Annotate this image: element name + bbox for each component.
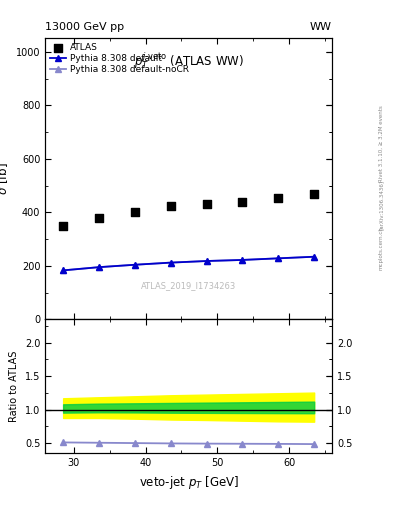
ATLAS <box>132 208 138 217</box>
Pythia 8.308 default-noCR <box>276 255 281 262</box>
Text: [arXiv:1306.3436]: [arXiv:1306.3436] <box>379 180 384 230</box>
ATLAS <box>311 189 317 198</box>
Legend: ATLAS, Pythia 8.308 default, Pythia 8.308 default-noCR: ATLAS, Pythia 8.308 default, Pythia 8.30… <box>48 41 190 76</box>
Pythia 8.308 default <box>168 260 173 266</box>
Pythia 8.308 default <box>204 258 209 264</box>
Y-axis label: Ratio to ATLAS: Ratio to ATLAS <box>9 351 19 422</box>
Text: Rivet 3.1.10, ≥ 3.2M events: Rivet 3.1.10, ≥ 3.2M events <box>379 105 384 182</box>
Pythia 8.308 default <box>132 262 137 268</box>
ATLAS <box>204 200 210 208</box>
Pythia 8.308 default <box>97 264 101 270</box>
ATLAS <box>96 215 102 223</box>
Pythia 8.308 default-noCR <box>240 257 245 263</box>
Line: Pythia 8.308 default: Pythia 8.308 default <box>61 254 317 273</box>
ATLAS <box>275 195 281 203</box>
Text: ATLAS_2019_I1734263: ATLAS_2019_I1734263 <box>141 281 236 290</box>
ATLAS <box>167 202 174 210</box>
Pythia 8.308 default-noCR <box>97 264 101 270</box>
Text: $p_T^{j\text{-veto}}$ (ATLAS WW): $p_T^{j\text{-veto}}$ (ATLAS WW) <box>134 50 244 71</box>
Pythia 8.308 default <box>61 267 66 273</box>
ATLAS <box>60 222 66 230</box>
Text: 13000 GeV pp: 13000 GeV pp <box>45 22 124 32</box>
Text: mcplots.cern.ch: mcplots.cern.ch <box>379 226 384 270</box>
X-axis label: veto-jet $p_T$ [GeV]: veto-jet $p_T$ [GeV] <box>139 474 239 490</box>
Pythia 8.308 default <box>240 257 245 263</box>
Pythia 8.308 default-noCR <box>61 267 66 273</box>
Y-axis label: $\sigma$ [fb]: $\sigma$ [fb] <box>0 162 10 196</box>
Pythia 8.308 default-noCR <box>132 262 137 268</box>
Line: Pythia 8.308 default-noCR: Pythia 8.308 default-noCR <box>61 254 317 273</box>
Pythia 8.308 default-noCR <box>312 253 316 260</box>
Pythia 8.308 default-noCR <box>204 258 209 264</box>
Text: WW: WW <box>310 22 332 32</box>
ATLAS <box>239 198 246 206</box>
Pythia 8.308 default <box>312 253 316 260</box>
Pythia 8.308 default <box>276 255 281 262</box>
Pythia 8.308 default-noCR <box>168 260 173 266</box>
